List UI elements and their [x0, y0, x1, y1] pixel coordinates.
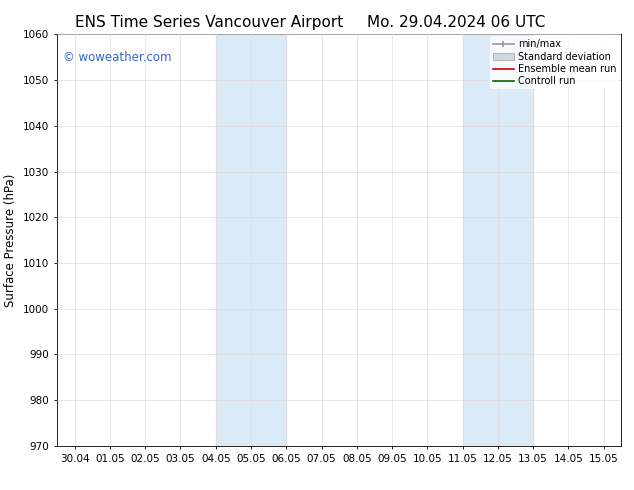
Y-axis label: Surface Pressure (hPa): Surface Pressure (hPa)	[4, 173, 17, 307]
Text: Mo. 29.04.2024 06 UTC: Mo. 29.04.2024 06 UTC	[367, 15, 546, 30]
Text: ENS Time Series Vancouver Airport: ENS Time Series Vancouver Airport	[75, 15, 344, 30]
Legend: min/max, Standard deviation, Ensemble mean run, Controll run: min/max, Standard deviation, Ensemble me…	[489, 36, 619, 89]
Text: © woweather.com: © woweather.com	[63, 51, 171, 64]
Bar	[463, 34, 533, 446]
Bar	[216, 34, 287, 446]
